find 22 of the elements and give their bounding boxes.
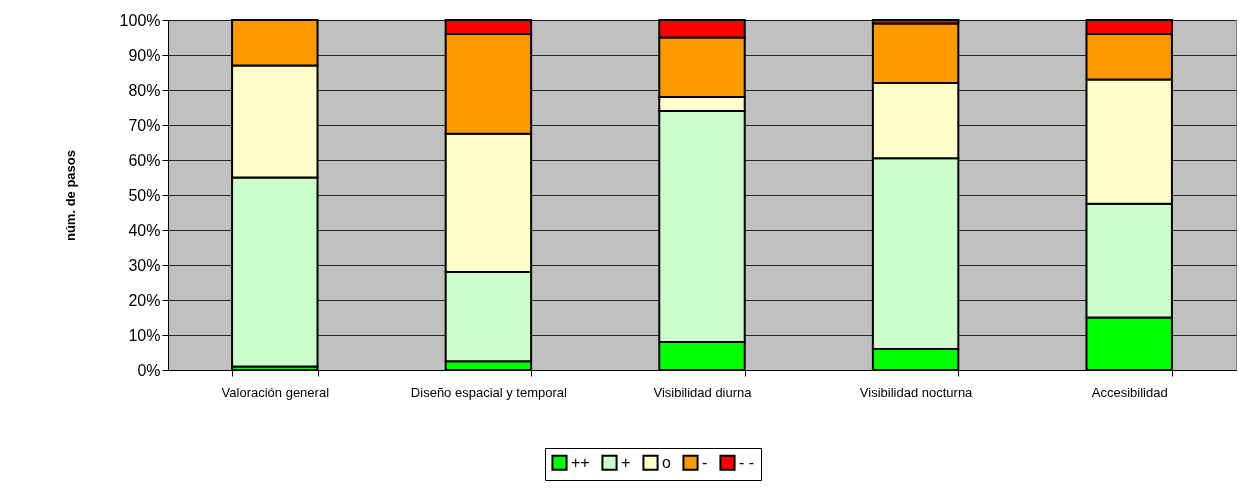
y-tick-label: 40%	[128, 221, 161, 239]
legend-label: -	[702, 453, 708, 471]
y-tick-label: 30%	[128, 256, 161, 274]
x-tick-label: Visibilidad nocturna	[859, 384, 974, 400]
x-tick-label: Accesibilidad	[1091, 384, 1168, 400]
y-axis-title: núm. de pasos	[62, 149, 78, 242]
legend-label: ++	[571, 453, 590, 471]
legend-label: - -	[739, 453, 755, 471]
y-tick-label: 60%	[128, 151, 161, 169]
y-tick-label: 80%	[128, 81, 161, 99]
x-tick-label: Valoración general	[221, 384, 330, 400]
y-tick-label: 50%	[128, 186, 161, 204]
x-tick-label: Diseño espacial y temporal	[410, 384, 568, 400]
y-tick-label: 90%	[128, 46, 161, 64]
y-tick-label: 100%	[119, 11, 161, 29]
legend-label: o	[662, 453, 671, 471]
y-tick-label: 70%	[128, 116, 161, 134]
x-tick-label: Visibilidad diurna	[653, 384, 753, 400]
legend-label: +	[621, 453, 631, 471]
y-tick-label: 10%	[128, 326, 161, 344]
y-tick-label: 0%	[137, 361, 161, 379]
y-tick-label: 20%	[128, 291, 161, 309]
